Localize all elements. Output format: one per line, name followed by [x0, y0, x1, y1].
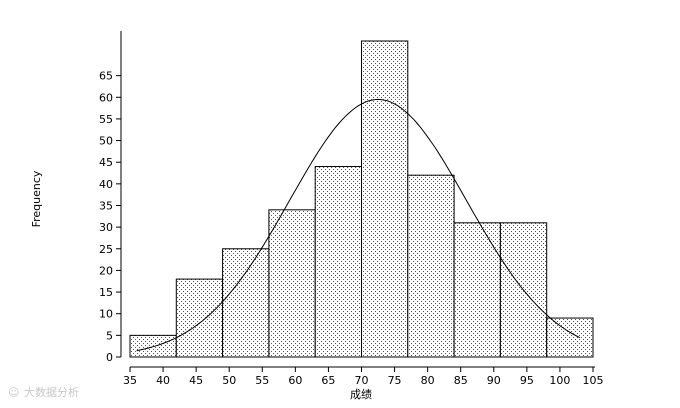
watermark-text: 大数据分析 — [24, 385, 79, 399]
x-tick-label: 45 — [189, 374, 203, 387]
x-tick-label: 95 — [520, 374, 534, 387]
y-tick-label: 0 — [106, 351, 113, 364]
x-tick-label: 50 — [222, 374, 236, 387]
x-axis-title: 成绩 — [350, 388, 372, 401]
histogram-bar — [407, 174, 455, 358]
histogram-bar — [314, 166, 363, 358]
y-tick-label: 35 — [99, 199, 113, 212]
watermark-logo-icon: ☺ — [8, 386, 19, 399]
y-tick-label: 5 — [106, 329, 113, 342]
x-tick-label: 35 — [123, 374, 137, 387]
x-tick-label: 80 — [421, 374, 435, 387]
histogram-bars — [129, 40, 594, 358]
y-tick-label: 10 — [99, 308, 113, 321]
y-tick-label: 45 — [99, 156, 113, 169]
x-tick-label: 75 — [388, 374, 402, 387]
histogram-bar — [546, 317, 594, 358]
y-tick-label: 20 — [99, 264, 113, 277]
y-tick-label: 15 — [99, 286, 113, 299]
histogram-bar — [453, 222, 501, 358]
histogram-bar — [175, 278, 224, 358]
histogram-bar — [361, 40, 409, 358]
histogram-bar — [129, 334, 177, 358]
y-axis-ticks: 0 5 10 15 20 25 30 35 40 45 50 55 60 65 — [99, 70, 121, 364]
y-tick-label: 50 — [99, 135, 113, 148]
y-tick-label: 60 — [99, 91, 113, 104]
x-tick-label: 100 — [549, 374, 570, 387]
watermark: ☺ 大数据分析 — [8, 385, 79, 399]
x-tick-label: 85 — [454, 374, 468, 387]
x-axis-ticks: 35 40 45 50 55 60 65 70 75 80 85 90 95 100 105 — [123, 367, 604, 387]
x-tick-label: 40 — [156, 374, 170, 387]
x-tick-label: 70 — [355, 374, 369, 387]
histogram-bar — [222, 248, 270, 358]
x-tick-label: 65 — [321, 374, 335, 387]
y-tick-label: 40 — [99, 178, 113, 191]
y-axis-title: Frequency — [30, 170, 43, 227]
x-tick-label: 90 — [487, 374, 501, 387]
histogram-bar — [268, 209, 316, 358]
y-tick-label: 55 — [99, 113, 113, 126]
normal-distribution-curve — [136, 98, 581, 352]
y-tick-label: 65 — [99, 70, 113, 83]
y-tick-label: 25 — [99, 243, 113, 256]
x-tick-label: 105 — [583, 374, 604, 387]
x-tick-label: 60 — [288, 374, 302, 387]
x-tick-label: 55 — [255, 374, 269, 387]
y-tick-label: 30 — [99, 221, 113, 234]
